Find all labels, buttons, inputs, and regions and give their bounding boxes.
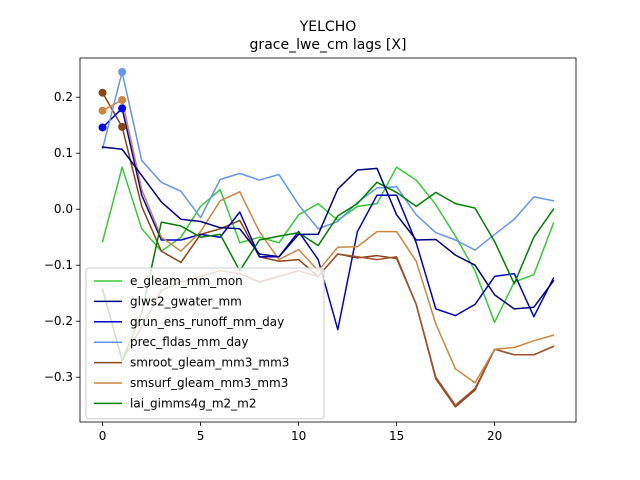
x-tick-label-3: 15 — [389, 429, 404, 443]
y-tick-label-2: −0.1 — [44, 258, 73, 272]
data-point-marker-6 — [118, 68, 127, 76]
data-point-marker-5 — [118, 96, 127, 104]
series-line-6 — [101, 181, 555, 362]
legend-label-3: prec_fldas_mm_day — [130, 335, 249, 349]
legend-label-4: smroot_gleam_mm3_mm3 — [130, 356, 289, 370]
series-line-7 — [101, 146, 555, 310]
x-tick-label-2: 10 — [291, 429, 306, 443]
y-tick-label-1: −0.2 — [44, 314, 73, 328]
y-tick-label-3: 0.0 — [54, 202, 73, 216]
chart-title: YELCHO — [299, 19, 357, 35]
legend: e_gleam_mm_mon glws2_gwater_mm grun_ens_ru… — [85, 267, 325, 420]
legend-label-2: grun_ens_runoff_mm_day — [130, 315, 284, 329]
data-point-marker-4 — [98, 106, 107, 115]
x-tick-label-0: 0 — [99, 429, 107, 443]
x-tick-label-4: 20 — [487, 429, 502, 443]
chart-subtitle: grace_lwe_cm lags [X] — [250, 37, 407, 53]
legend-box — [85, 267, 325, 420]
data-point-marker-3 — [118, 122, 127, 131]
legend-label-1: glws2_gwater_mm — [130, 294, 242, 308]
y-tick-label-4: 0.1 — [54, 146, 73, 160]
y-tick-label-5: 0.2 — [54, 90, 73, 104]
data-point-marker-1 — [118, 104, 127, 113]
legend-label-0: e_gleam_mm_mon — [130, 274, 243, 288]
series-line-2 — [101, 107, 555, 331]
data-point-marker-0 — [98, 123, 107, 132]
plot-area: 0 5 10 15 20 −0.3 −0.2 −0.1 0.0 0.1 0.2 — [44, 57, 577, 443]
axes-frame — [79, 57, 577, 423]
data-point-marker-2 — [98, 88, 107, 97]
legend-label-5: smsurf_gleam_mm3_mm3 — [130, 376, 288, 390]
series-line-3 — [101, 71, 555, 251]
x-tick-label-1: 5 — [197, 429, 205, 443]
legend-label-6: lai_gimms4g_m2_m2 — [130, 396, 257, 410]
series-line-5 — [101, 99, 555, 384]
y-tick-label-0: −0.3 — [44, 370, 73, 384]
